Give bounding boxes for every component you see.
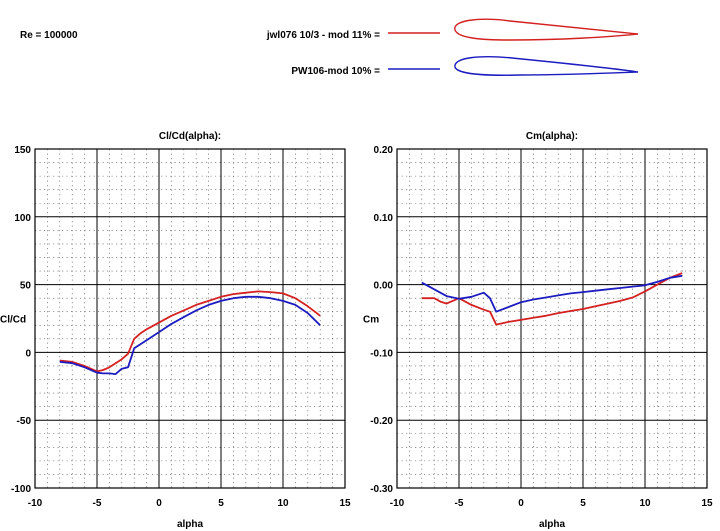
airfoil-shape-series-2	[454, 56, 639, 76]
clcd-y-tick-label: 0	[25, 348, 31, 359]
clcd-y-tick-label: 100	[14, 213, 31, 224]
clcd-x-axis-label: alpha	[177, 519, 204, 530]
cm-y-tick-label: 0.20	[374, 145, 394, 156]
clcd-x-tick-label: 10	[277, 498, 289, 509]
cm-x-tick-label: 0	[518, 498, 524, 509]
cm-x-tick-label: -10	[390, 498, 405, 509]
cm-minor-grid	[397, 149, 707, 488]
cm-y-tick-label: -0.20	[370, 416, 393, 427]
clcd-chart-title: Cl/Cd(alpha):	[159, 131, 221, 142]
legend-label-series-1: jwl076 10/3 - mod 11% =	[266, 30, 380, 41]
clcd-x-tick-label: -5	[93, 498, 102, 509]
clcd-x-tick-label: 0	[156, 498, 162, 509]
clcd-series-line-1	[59, 290, 321, 373]
clcd-y-tick-label: -50	[17, 416, 32, 427]
cm-chart-title: Cm(alpha):	[526, 131, 578, 142]
clcd-y-tick-label: 150	[14, 145, 31, 156]
cm-x-tick-label: 15	[701, 498, 713, 509]
clcd-y-tick-label: -100	[11, 484, 31, 495]
cm-y-tick-label: 0.10	[374, 213, 394, 224]
cm-alpha-chart: -10 -5 0 5 10 15 -0.30 -0.20 -0.10 0.00 0.10 0.20 Cm…	[363, 131, 713, 530]
clcd-plot-frame	[34, 148, 346, 489]
clcd-x-tick-label: -10	[28, 498, 43, 509]
legend-label-series-2: PW106-mod 10% =	[291, 66, 380, 77]
cm-y-tick-label: -0.30	[370, 484, 393, 495]
clcd-y-tick-label: 50	[20, 281, 32, 292]
cm-y-tick-label: 0.00	[374, 281, 394, 292]
cm-series-line-2	[421, 274, 683, 313]
cm-y-axis-label: Cm	[363, 315, 379, 326]
clcd-series-line-2	[59, 295, 321, 376]
legend: jwl076 10/3 - mod 11% = PW106-mod 10% =	[266, 18, 639, 77]
clcd-x-tick-label: 5	[218, 498, 224, 509]
clcd-minor-grid	[35, 149, 345, 488]
reynolds-number-label: Re = 100000	[20, 30, 78, 41]
cm-y-tick-label: -0.10	[370, 348, 393, 359]
cm-x-axis-label: alpha	[539, 519, 566, 530]
cm-plot-frame	[396, 148, 708, 489]
cm-x-tick-label: 10	[639, 498, 651, 509]
clcd-y-axis-label: Cl/Cd	[0, 315, 26, 326]
clcd-major-grid	[35, 149, 345, 488]
clcd-x-tick-label: 15	[339, 498, 351, 509]
cm-x-tick-label: -5	[455, 498, 464, 509]
cm-major-grid	[397, 149, 707, 488]
airfoil-shape-series-1	[454, 18, 639, 41]
cm-x-tick-label: 5	[580, 498, 586, 509]
clcd-alpha-chart: -10 -5 0 5 10 15-100-50050100150Cl/Cd(alpha):…	[0, 131, 351, 530]
